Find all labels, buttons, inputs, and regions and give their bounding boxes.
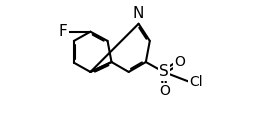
Text: S: S [159, 64, 168, 79]
Text: Cl: Cl [189, 75, 203, 89]
Text: F: F [58, 24, 67, 39]
Text: O: O [174, 55, 185, 69]
Text: O: O [159, 84, 170, 98]
Text: N: N [133, 6, 144, 21]
